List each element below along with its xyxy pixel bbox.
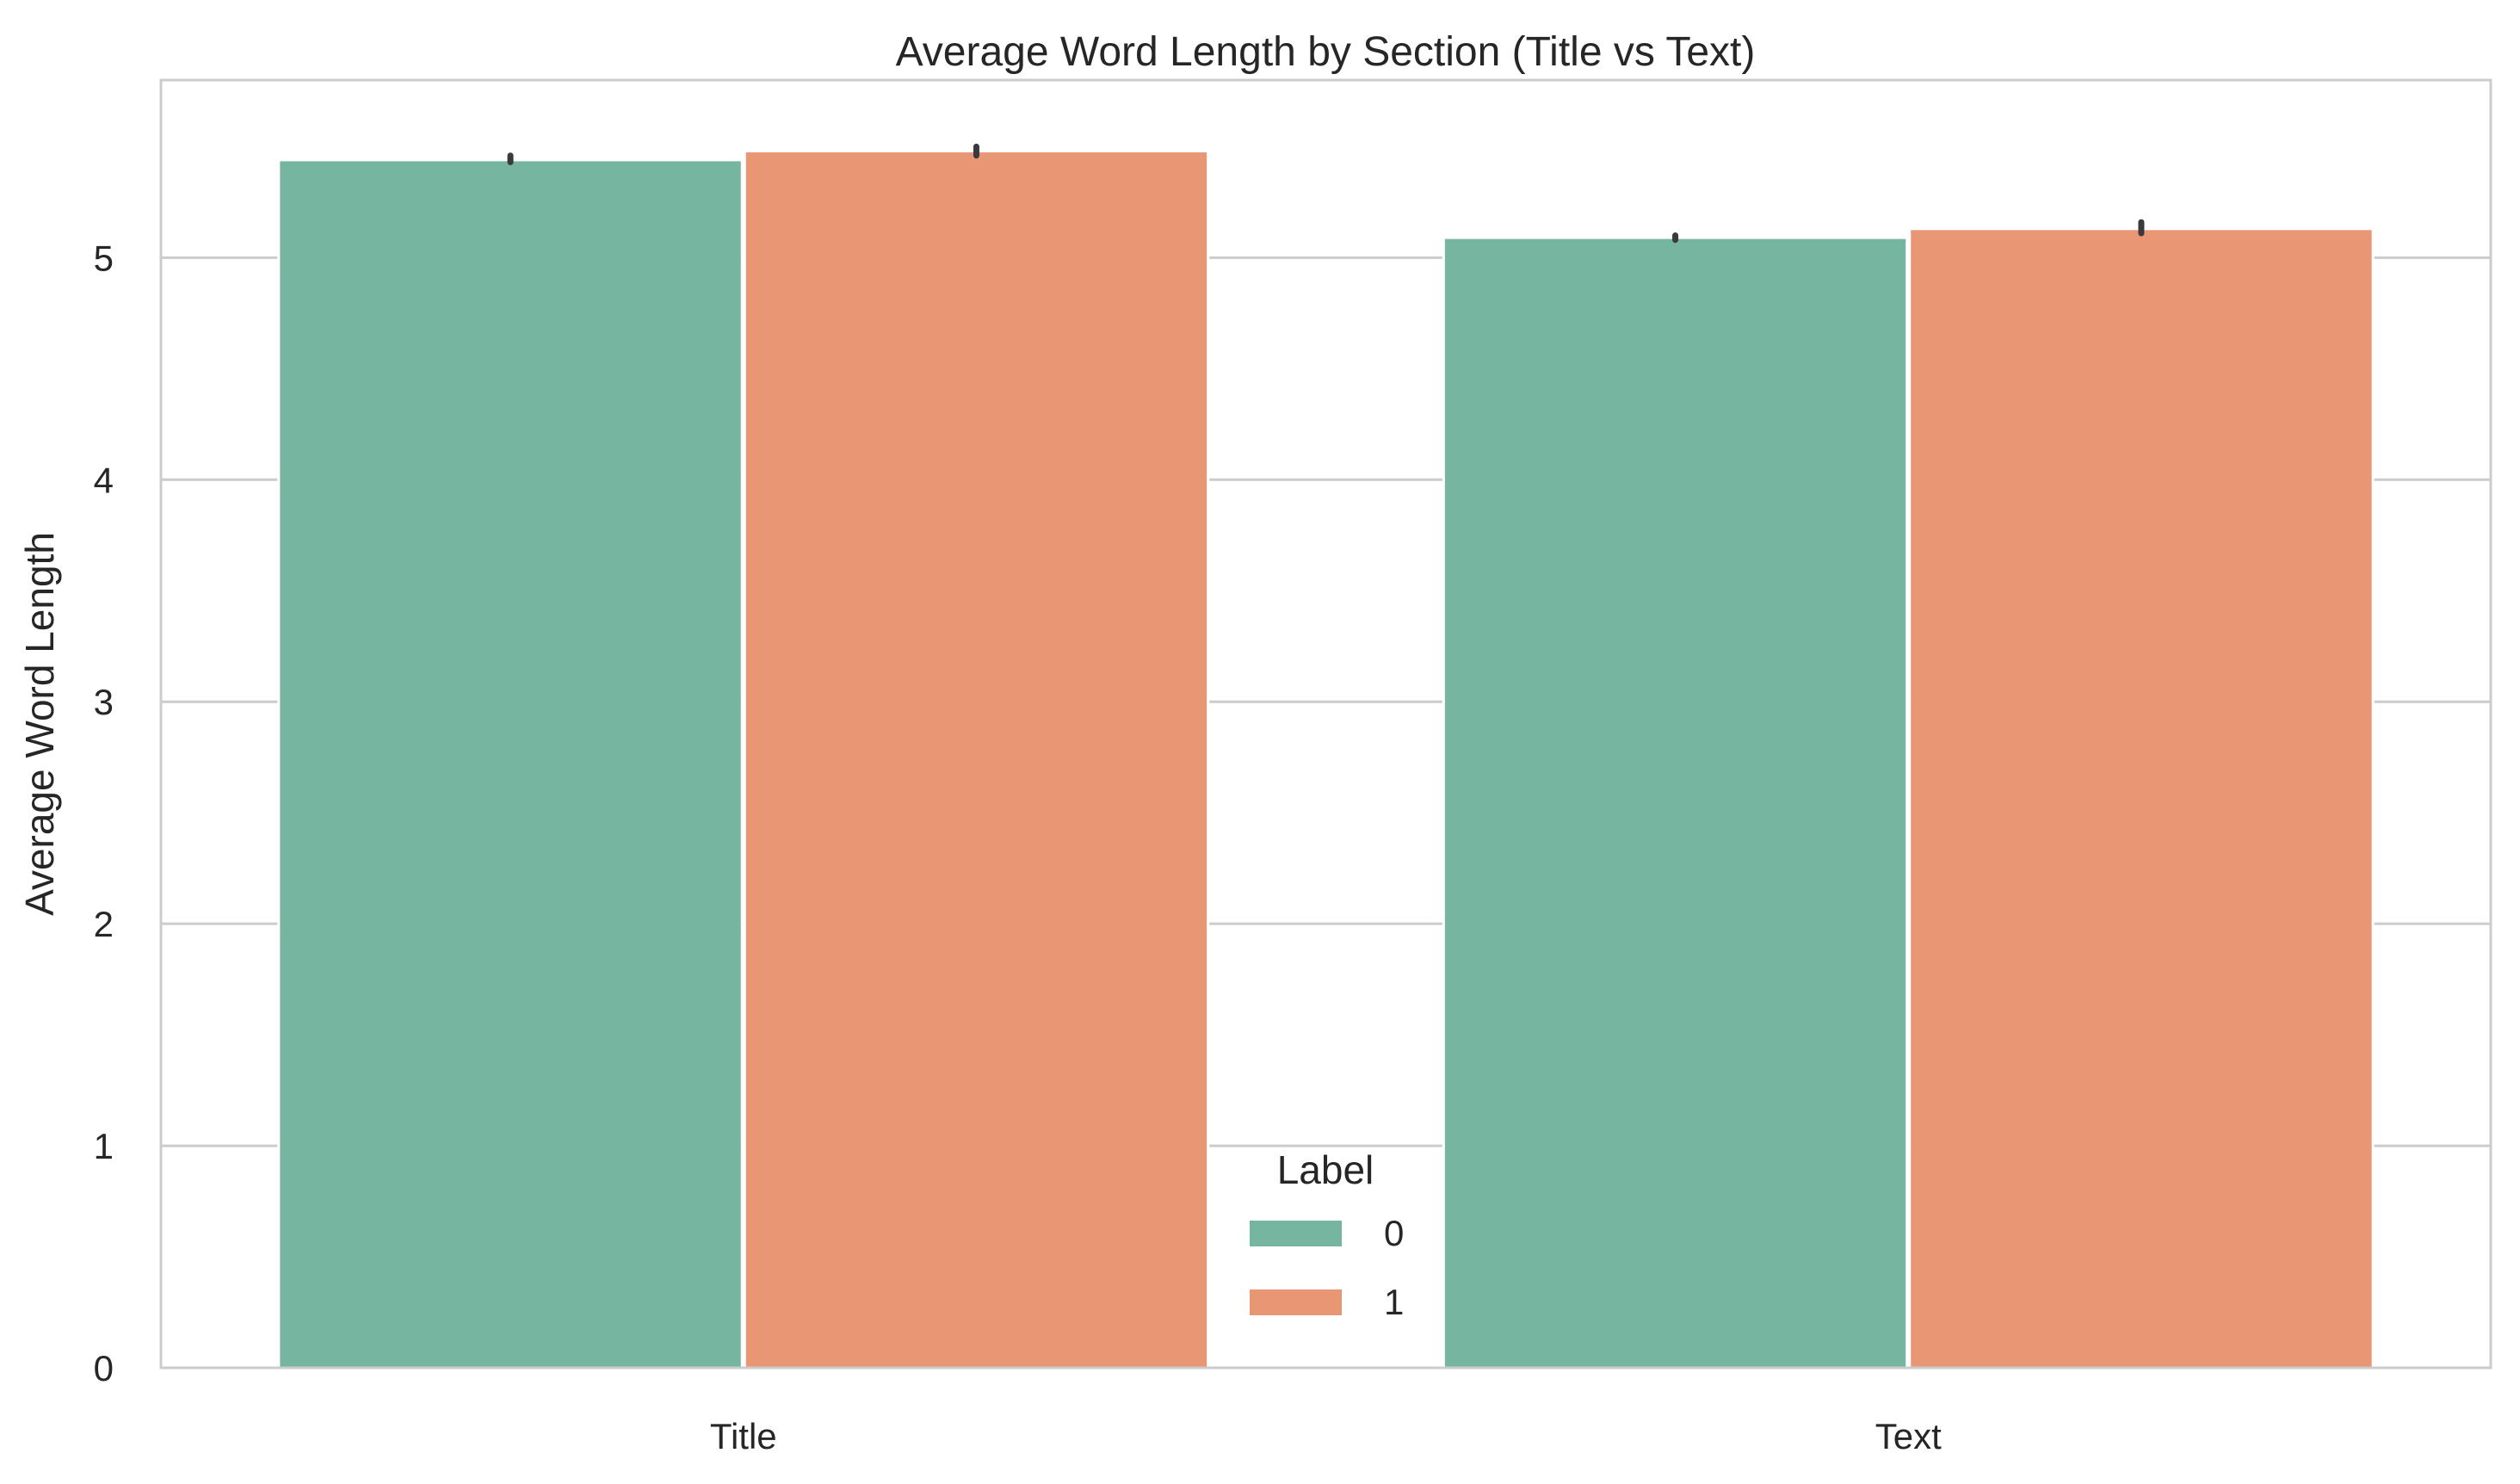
chart-title: Average Word Length by Section (Title vs… [896, 29, 1756, 75]
legend-items: 01 [1250, 1213, 1404, 1322]
legend: Label 01 [1250, 1147, 1404, 1322]
x-tick-label: Text [1875, 1416, 1942, 1456]
y-tick-label: 2 [94, 904, 114, 944]
legend-swatch [1250, 1289, 1342, 1315]
error-bars [507, 143, 2145, 244]
y-tick-labels: 0 1 2 3 4 5 [94, 238, 114, 1388]
y-tick-label: 3 [94, 682, 114, 722]
bar [743, 150, 1210, 1370]
bar [277, 158, 744, 1370]
bar [1908, 227, 2375, 1370]
legend-label: 1 [1384, 1282, 1404, 1322]
y-tick-label: 4 [94, 460, 114, 500]
y-tick-label: 0 [94, 1348, 114, 1388]
y-axis-label: Average Word Length [17, 532, 62, 916]
legend-title: Label [1277, 1147, 1374, 1192]
x-tick-labels: Title Text [710, 1416, 1942, 1456]
bar [1442, 236, 1909, 1370]
legend-swatch [1250, 1221, 1342, 1246]
y-tick-label: 1 [94, 1126, 114, 1166]
x-tick-label: Title [710, 1416, 777, 1456]
y-tick-label: 5 [94, 238, 114, 278]
plot-frame [159, 78, 2492, 1370]
legend-label: 0 [1384, 1213, 1404, 1253]
